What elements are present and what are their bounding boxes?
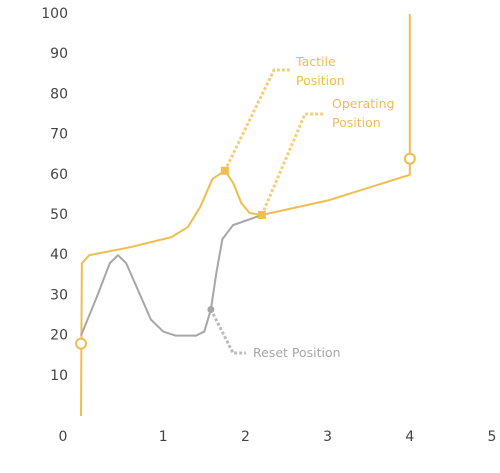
- annotation-leader: [260, 112, 325, 216]
- x-tick-label: 0: [59, 429, 68, 445]
- y-tick-label: 50: [50, 207, 68, 223]
- marker: [257, 211, 266, 219]
- annotation-leader: [209, 308, 246, 355]
- y-tick-label: 30: [50, 287, 68, 303]
- y-tick-label: 70: [50, 127, 68, 143]
- annotation-line: Operating: [332, 96, 395, 111]
- x-tick-label: 4: [405, 429, 414, 445]
- y-tick-label: 90: [50, 46, 68, 62]
- y-tick-label: 40: [50, 247, 68, 263]
- annotation-label: Operating Position: [332, 96, 395, 130]
- y-tick-label: 100: [41, 6, 68, 22]
- x-tick-label: 1: [159, 429, 168, 445]
- x-tick-label: 2: [241, 429, 250, 445]
- marker: [75, 337, 87, 350]
- annotation-line: Tactile: [295, 54, 336, 69]
- y-tick-label: 20: [50, 328, 68, 344]
- annotation-line: Position: [296, 73, 345, 88]
- annotation-leader: [223, 68, 290, 172]
- y-tick-label: 10: [50, 368, 68, 384]
- x-tick-label: 5: [488, 429, 497, 445]
- marker: [207, 305, 215, 313]
- x-tick-label: 3: [323, 429, 332, 445]
- series-line: [80, 214, 263, 337]
- y-tick-label: 60: [50, 167, 68, 183]
- marker: [403, 152, 416, 165]
- annotation-line: Reset Position: [253, 345, 341, 360]
- y-tick-label: 80: [50, 86, 68, 102]
- marker: [220, 166, 229, 175]
- series-line: [80, 14, 411, 417]
- annotation-label: Reset Position: [253, 345, 341, 360]
- annotation-line: Position: [332, 115, 381, 130]
- annotation-label: Tactile Position: [295, 54, 345, 88]
